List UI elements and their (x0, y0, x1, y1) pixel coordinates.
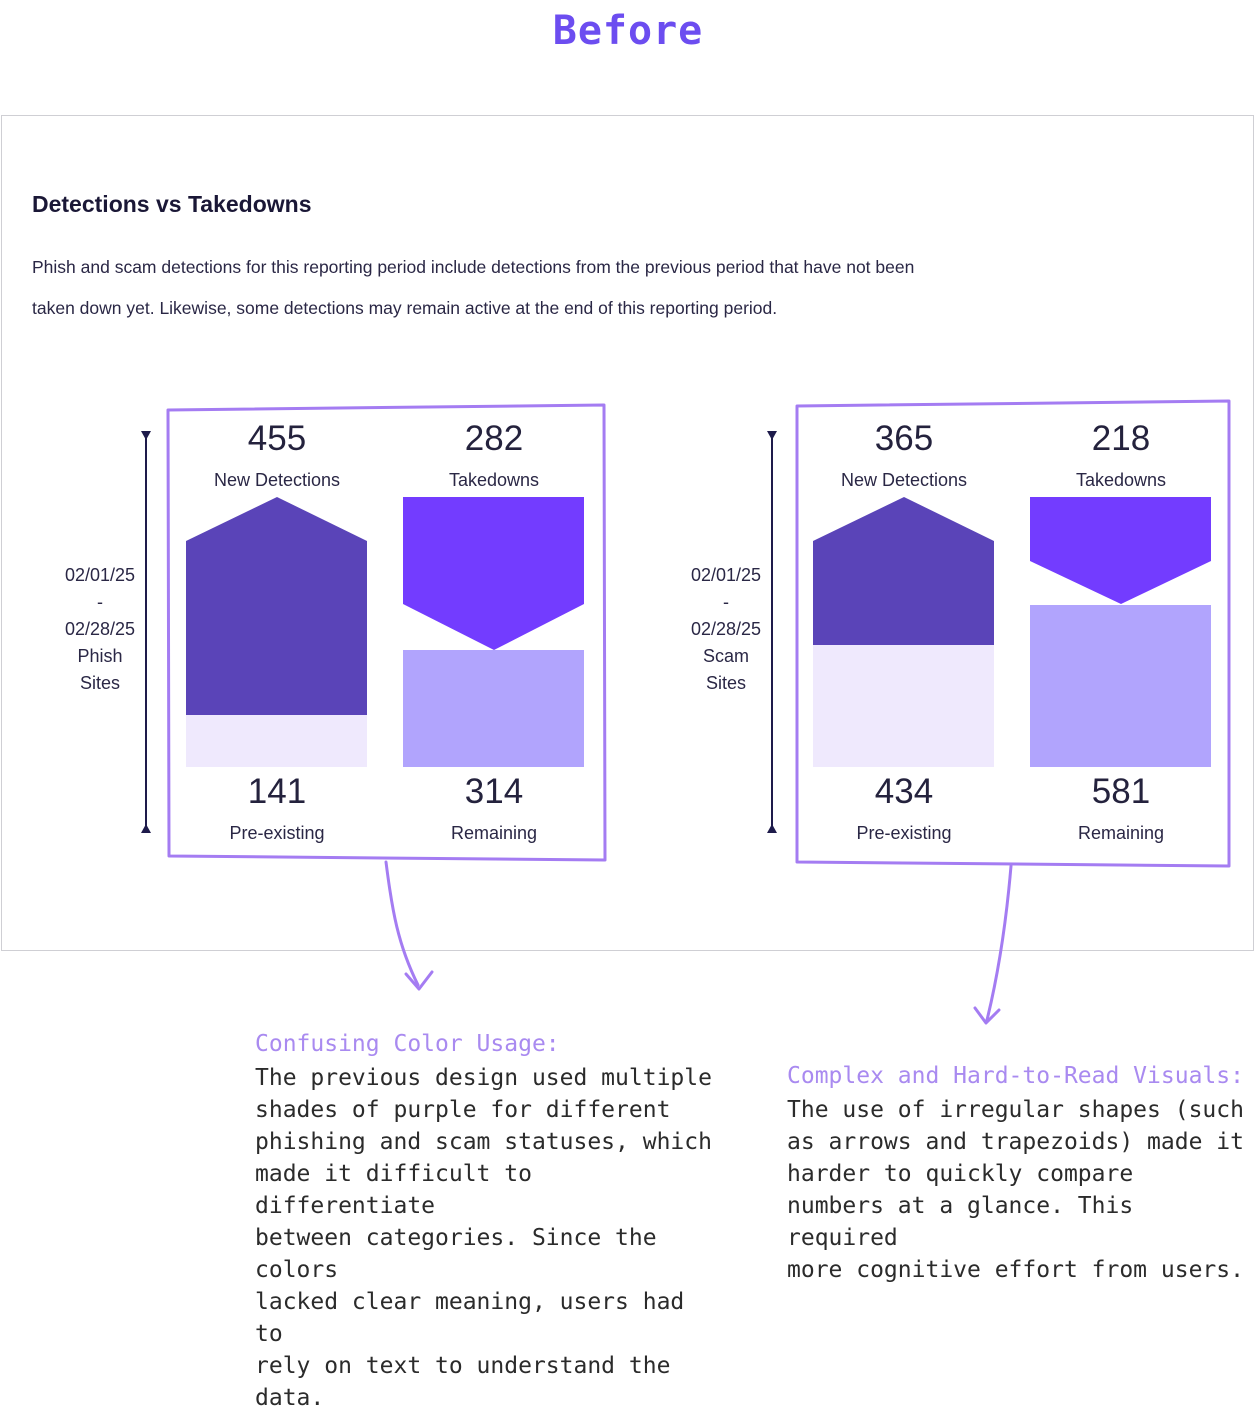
color-note-body: The previous design used multiple shades… (255, 1062, 725, 1414)
note-line: more cognitive effort from users. (787, 1257, 1244, 1283)
scam-new-detections-shape (813, 497, 994, 645)
note-line: shades of purple for different (255, 1097, 671, 1123)
note-line: The use of irregular shapes (such (787, 1097, 1244, 1123)
phish-new-detections-shape (186, 497, 367, 715)
phish-new-detections-label: New Detections (213, 470, 341, 490)
diagram-canvas (141, 399, 1231, 1025)
range-end: 02/28/25 (64, 619, 136, 639)
phish-range-line (141, 431, 151, 833)
arrow-to-color-note (384, 860, 434, 991)
phish-remaining-label: Remaining (450, 823, 538, 843)
note-line: made it difficult to differentiate (255, 1161, 532, 1219)
note-line: lacked clear meaning, users had to (255, 1289, 685, 1347)
scam-new-detections-label: New Detections (840, 470, 968, 490)
range-dash: - (97, 592, 103, 612)
scam-new-detections-value: 365 (874, 419, 934, 458)
scam-takedowns-shape (1030, 497, 1211, 604)
range-dash: - (723, 592, 729, 612)
note-line: between categories. Since the colors (255, 1225, 657, 1283)
card-title: Detections vs Takedowns (32, 191, 312, 217)
note-line: harder to quickly compare (787, 1161, 1134, 1187)
range-start: 02/01/25 (690, 565, 762, 585)
scam-pre-existing-shape (813, 645, 994, 767)
phish-takedowns-value: 282 (464, 419, 524, 458)
range-unit: Sites (79, 673, 121, 693)
visuals-note-title: Complex and Hard-to-Read Visuals: (787, 1063, 1244, 1089)
note-line: phishing and scam statuses, which (255, 1129, 712, 1155)
note-line: as arrows and trapezoids) made it (787, 1129, 1244, 1155)
note-line: The previous design used multiple (255, 1065, 712, 1091)
color-note-title: Confusing Color Usage: (255, 1031, 560, 1057)
scam-range-line (767, 431, 777, 833)
phish-remaining-shape (403, 650, 584, 767)
range-type: Scam (702, 646, 749, 666)
scam-remaining-shape (1030, 605, 1211, 767)
scam-remaining-value: 581 (1091, 772, 1151, 811)
page-heading: Before (552, 8, 704, 54)
note-line: numbers at a glance. This required (787, 1193, 1134, 1251)
scam-takedowns-label: Takedowns (1075, 470, 1167, 490)
phish-pre-existing-label: Pre-existing (229, 823, 325, 843)
note-line: rely on text to understand the data. (255, 1353, 671, 1411)
scam-remaining-label: Remaining (1077, 823, 1165, 843)
phish-remaining-value: 314 (464, 772, 524, 811)
scam-annotation-box (795, 399, 1231, 868)
phish-takedowns-shape (403, 497, 584, 650)
range-unit: Sites (705, 673, 747, 693)
scam-range-label: 02/01/25 - 02/28/25 Scam Sites (671, 562, 781, 697)
arrow-to-visuals-note (973, 864, 1013, 1025)
phish-annotation-box (166, 403, 607, 862)
card-description: Phish and scam detections for this repor… (32, 257, 915, 318)
phish-pre-existing-shape (186, 715, 367, 767)
range-type: Phish (77, 646, 123, 666)
phish-range-label: 02/01/25 - 02/28/25 Phish Sites (45, 562, 155, 697)
scam-pre-existing-label: Pre-existing (856, 823, 952, 843)
range-start: 02/01/25 (64, 565, 136, 585)
visuals-note-body: The use of irregular shapes (such as arr… (787, 1094, 1247, 1286)
phish-pre-existing-value: 141 (247, 772, 307, 811)
phish-new-detections-value: 455 (247, 419, 307, 458)
phish-takedowns-label: Takedowns (448, 470, 540, 490)
scam-pre-existing-value: 434 (874, 772, 934, 811)
scam-takedowns-value: 218 (1091, 419, 1151, 458)
range-end: 02/28/25 (690, 619, 762, 639)
